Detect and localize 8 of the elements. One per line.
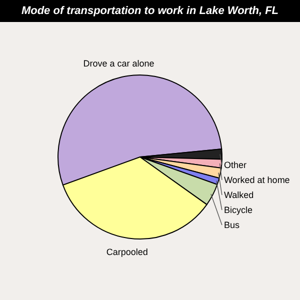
slice-label: Bicycle (224, 205, 252, 215)
slice-label: Bus (224, 220, 240, 230)
chart-title: Mode of transportation to work in Lake Worth, FL (0, 0, 300, 22)
slice-label: Carpooled (106, 247, 148, 258)
slice-label: Worked at home (224, 175, 290, 185)
slice-label: Walked (224, 190, 254, 200)
slice-label: Drove a car alone (83, 58, 154, 68)
slice-label: Other (224, 160, 246, 170)
